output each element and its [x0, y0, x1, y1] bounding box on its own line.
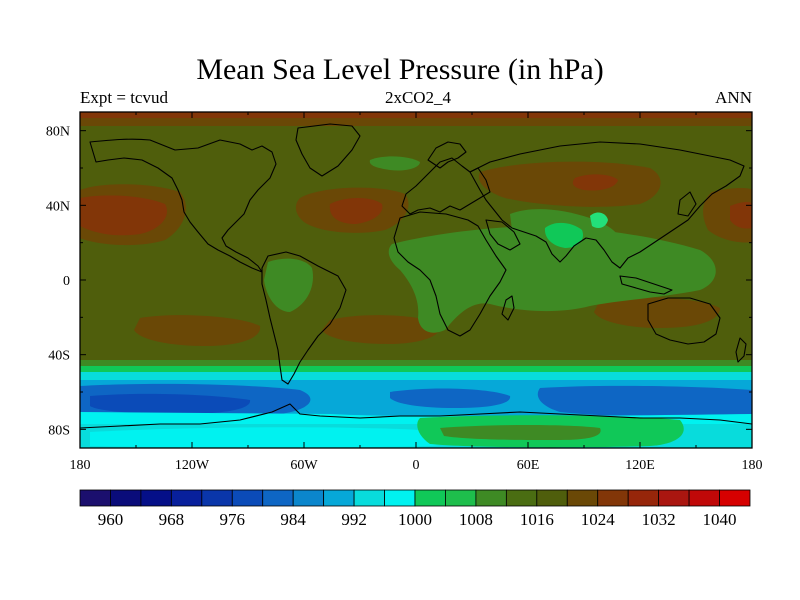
season-label: ANN — [715, 88, 752, 107]
coast-scandinavia — [427, 141, 467, 169]
experiment-label: Expt = tcvud — [80, 88, 168, 107]
colorbar-swatch — [475, 489, 507, 507]
lon-label: 120W — [175, 458, 210, 473]
plot-title: Mean Sea Level Pressure (in hPa) — [196, 53, 604, 86]
coast-indonesia — [619, 275, 673, 295]
coastlines — [80, 123, 752, 429]
lon-label: 60W — [290, 458, 318, 473]
colorbar-swatch — [110, 489, 142, 507]
colorbar-swatch — [445, 489, 477, 507]
colorbar-swatch — [323, 489, 355, 507]
coast-greenland — [295, 123, 361, 177]
colorbar-labels: 960 968 976 984 992 1000 1008 1016 1024 1032 1040 — [98, 510, 737, 529]
colorbar-swatch — [414, 489, 446, 507]
colorbar-label: 984 — [280, 510, 306, 529]
coast-asia — [469, 141, 745, 269]
axis-labels: 80N 40N 0 40S 80S 180 120W 60W 0 60E 120E 180 — [46, 125, 763, 473]
lat-label: 0 — [63, 274, 70, 289]
southern-ocean-lows — [80, 360, 752, 448]
coast-north-america — [89, 138, 277, 273]
pressure-field — [80, 112, 752, 448]
colorbar-swatch — [505, 489, 538, 507]
case-label: 2xCO2_4 — [384, 88, 452, 107]
coast-arabia — [485, 219, 521, 251]
colorbar-swatch — [384, 489, 416, 507]
colorbar-swatch — [231, 489, 264, 507]
colorbar-label: 992 — [341, 510, 367, 529]
colorbar-label: 1016 — [520, 510, 554, 529]
lat-label: 80N — [46, 125, 70, 140]
lon-label: 180 — [70, 458, 91, 473]
lon-label: 180 — [742, 458, 763, 473]
colorbar-swatch — [536, 489, 568, 507]
colorbar-label: 960 — [98, 510, 124, 529]
colorbar-swatch — [627, 489, 660, 507]
colorbar-label: 1008 — [459, 510, 493, 529]
lat-label: 40N — [46, 199, 70, 214]
colorbar-swatch — [688, 489, 720, 507]
coast-japan — [677, 191, 697, 217]
coast-madagascar — [501, 295, 515, 321]
colorbar-label: 968 — [159, 510, 185, 529]
coast-south-america — [261, 251, 347, 385]
colorbar-label: 976 — [220, 510, 246, 529]
lat-label: 40S — [48, 349, 70, 364]
subtropical-highs — [80, 161, 752, 346]
coast-europe — [401, 157, 491, 215]
colorbar-swatch — [658, 489, 690, 507]
colorbar-swatch — [719, 489, 751, 507]
colorbar-label: 1024 — [581, 510, 616, 529]
coast-australia — [647, 297, 721, 345]
lat-label: 80S — [48, 423, 70, 438]
colorbar-swatch — [566, 489, 599, 507]
colorbar-swatch — [79, 489, 111, 507]
colorbar-swatch — [140, 489, 172, 507]
colorbar-swatch — [170, 489, 203, 507]
colorbar-label: 1032 — [642, 510, 676, 529]
colorbar-swatch — [262, 489, 294, 507]
axis-ticks — [79, 112, 753, 448]
lon-label: 60E — [517, 458, 540, 473]
colorbar — [79, 489, 751, 507]
lon-label: 120E — [625, 458, 655, 473]
coast-antarctica — [80, 403, 752, 429]
lon-label: 0 — [413, 458, 420, 473]
colorbar-label: 1000 — [398, 510, 432, 529]
colorbar-label: 1040 — [703, 510, 737, 529]
colorbar-swatch — [292, 489, 325, 507]
equatorial-lows — [264, 156, 716, 333]
colorbar-swatch — [597, 489, 629, 507]
coast-africa — [393, 211, 507, 337]
colorbar-swatch — [353, 489, 385, 507]
colorbar-swatch — [201, 489, 233, 507]
coast-new-zealand — [735, 337, 747, 363]
